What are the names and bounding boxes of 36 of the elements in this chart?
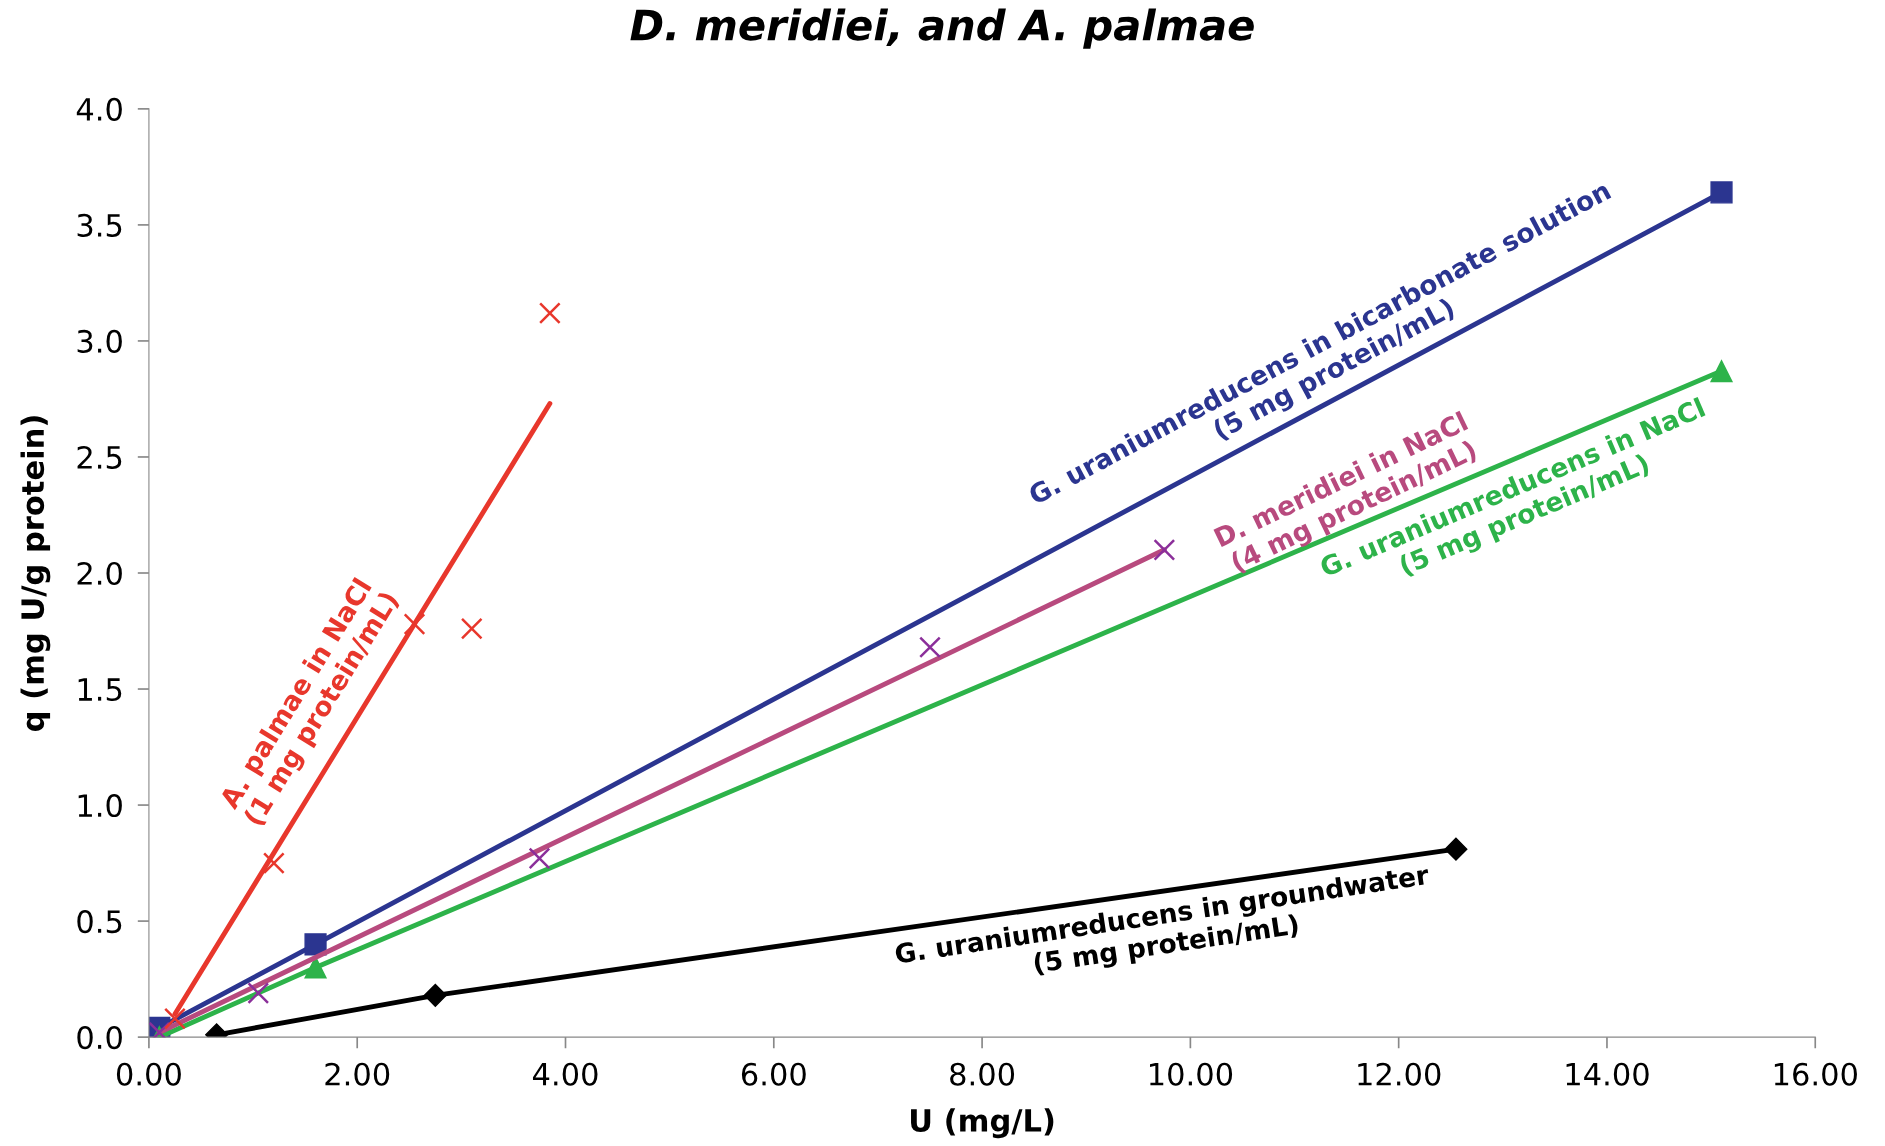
point: [304, 956, 327, 979]
y-tick-label: 2.5: [77, 445, 122, 470]
point: [403, 613, 426, 636]
chart-title: D. meridiei, and A. palmae: [630, 8, 1254, 49]
x-tick-label: 12.00: [1358, 1062, 1441, 1086]
y-tick-label: 1.0: [78, 794, 122, 818]
x-tick-label: 10.00: [1150, 1062, 1233, 1086]
point: [304, 933, 327, 956]
point: [1153, 538, 1176, 561]
x-axis-title: U (mg/L): [911, 1108, 1054, 1139]
x-tick-label: 14.00: [1566, 1062, 1649, 1086]
y-tick-label: 1.5: [78, 678, 122, 702]
point: [262, 852, 285, 875]
point: [1444, 837, 1468, 861]
point: [1710, 359, 1733, 383]
y-tick-label: 3.0: [77, 329, 122, 353]
x-tick-label: 2.00: [325, 1062, 390, 1086]
x-tick-label: 8.00: [950, 1062, 1015, 1086]
point: [538, 302, 561, 325]
y-axis-title: q (mg U/g protein): [20, 416, 51, 731]
x-tick-label: 6.00: [741, 1062, 806, 1086]
y-tick-label: 2.0: [77, 561, 122, 586]
y-tick-label: 3.5: [77, 213, 122, 237]
x-tick-label: 4.00: [532, 1062, 598, 1086]
point: [247, 982, 270, 1005]
point: [1710, 181, 1733, 204]
x-tick-label: 0.00: [116, 1062, 181, 1086]
point: [919, 636, 941, 659]
point: [423, 983, 447, 1007]
y-tick-label: 4.0: [76, 97, 122, 121]
y-tick-label: 0.5: [77, 910, 122, 934]
point: [528, 847, 551, 870]
point: [163, 1007, 186, 1030]
point: [460, 617, 483, 640]
y-tick-label: 0.0: [77, 1026, 122, 1050]
x-tick-label: 16.00: [1774, 1062, 1857, 1086]
